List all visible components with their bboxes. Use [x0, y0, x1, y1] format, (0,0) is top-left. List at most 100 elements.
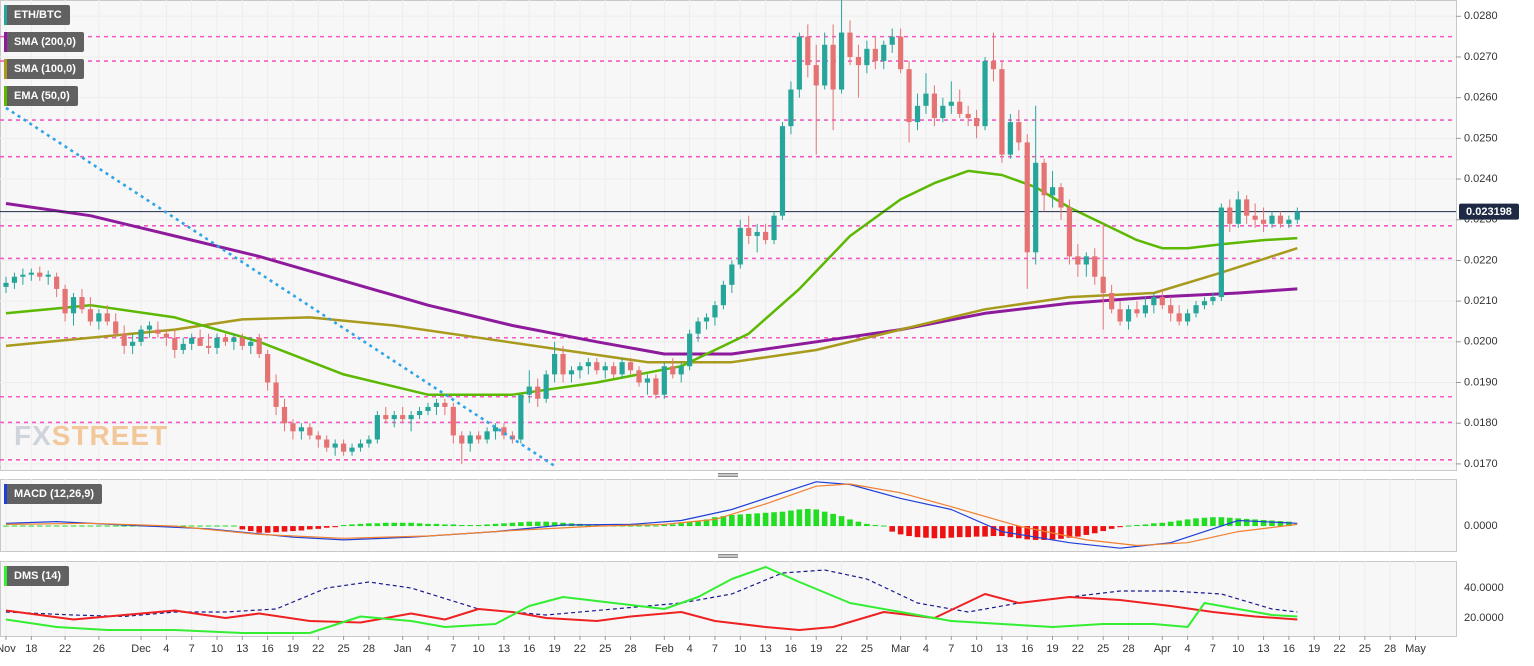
- candle-body: [990, 61, 997, 70]
- macd-histogram-bar: [906, 526, 912, 537]
- macd-histogram-bar: [205, 525, 212, 527]
- candle-body: [281, 406, 288, 424]
- macd-histogram-bar: [1007, 526, 1014, 538]
- candle-body: [805, 36, 811, 66]
- macd-histogram-bar: [686, 522, 693, 527]
- instrument-label[interactable]: ETH/BTC: [4, 5, 70, 25]
- macd-histogram-bar: [1151, 523, 1157, 527]
- candle-body: [113, 321, 119, 334]
- candle-body: [948, 101, 954, 106]
- macd-histogram-bar: [433, 523, 440, 527]
- candle-body: [678, 366, 684, 375]
- candle-body: [914, 105, 921, 123]
- macd-histogram-bar: [754, 513, 760, 527]
- macd-histogram-bar: [53, 525, 60, 527]
- candle-body: [619, 362, 625, 375]
- candle-body: [1218, 207, 1224, 298]
- candle-body: [644, 378, 651, 383]
- macd-resize-handle[interactable]: [718, 473, 738, 477]
- date-axis-label: 13: [996, 643, 1008, 655]
- macd-histogram-bar: [340, 524, 347, 527]
- macd-histogram-bar: [880, 525, 887, 527]
- candle-body: [1252, 215, 1258, 220]
- macd-histogram-bar: [357, 523, 364, 527]
- macd-histogram-bar: [366, 523, 372, 527]
- macd-histogram-bar: [889, 526, 895, 532]
- macd-histogram-bar: [442, 524, 448, 527]
- macd-histogram-bar: [501, 523, 507, 527]
- candle-body: [788, 89, 794, 127]
- candle-body: [543, 374, 549, 399]
- candle-body: [1227, 207, 1233, 224]
- candle-body: [1151, 297, 1157, 306]
- macd-histogram-bar: [1218, 517, 1225, 527]
- candle-body: [442, 402, 448, 407]
- candle-body: [526, 386, 532, 395]
- dms-legend[interactable]: DMS (14): [4, 566, 70, 586]
- macd-legend[interactable]: MACD (12,26,9): [4, 484, 103, 504]
- dms-resize-handle[interactable]: [718, 554, 738, 558]
- candle-body: [1066, 207, 1073, 257]
- candle-body: [1269, 215, 1275, 224]
- candle-body: [594, 362, 600, 371]
- date-axis-label: May: [1405, 643, 1426, 655]
- macd-histogram-bar: [1100, 526, 1106, 532]
- candle-body: [611, 366, 617, 375]
- date-axis-label: 13: [498, 643, 510, 655]
- candle-body: [703, 317, 710, 322]
- macd-histogram-bar: [112, 525, 119, 527]
- sma200-legend[interactable]: SMA (200,0): [4, 32, 84, 52]
- candle-body: [1033, 162, 1039, 253]
- macd-histogram-bar: [729, 515, 735, 527]
- macd-histogram-bar: [281, 526, 288, 532]
- candle-body: [383, 415, 389, 420]
- macd-histogram-bar: [475, 524, 482, 527]
- sma100-legend[interactable]: SMA (100,0): [4, 59, 84, 79]
- macd-swatch: [4, 484, 7, 504]
- candle-body: [265, 354, 271, 383]
- macd-histogram-bar: [247, 526, 254, 532]
- candle-body: [172, 337, 178, 350]
- macd-histogram-bar: [678, 523, 684, 527]
- candle-body: [1024, 142, 1030, 253]
- candle-body: [1049, 187, 1056, 196]
- candle-body: [307, 427, 313, 436]
- candle-body: [1083, 256, 1089, 265]
- macd-histogram-bar: [855, 521, 862, 527]
- candle-body: [754, 231, 760, 237]
- macd-histogram-bar: [838, 516, 845, 527]
- macd-histogram-bar: [1176, 520, 1182, 527]
- macd-histogram-bar: [1193, 518, 1199, 527]
- candle-body: [889, 36, 895, 45]
- candle-body: [248, 341, 254, 346]
- macd-histogram-bar: [307, 526, 313, 530]
- macd-histogram-bar: [771, 512, 777, 527]
- macd-histogram-bar: [965, 526, 971, 538]
- candle-body: [712, 305, 718, 318]
- macd-histogram-bar: [973, 526, 980, 537]
- last-price-value: 0.023198: [1466, 206, 1512, 218]
- sma200-line: [5, 202, 1298, 356]
- macd-histogram-bar: [948, 526, 955, 538]
- macd-histogram-bar: [1269, 520, 1275, 527]
- macd-histogram-bar: [956, 526, 963, 538]
- dms-di-plus-line: [5, 566, 1298, 634]
- candle-body: [661, 366, 667, 395]
- candle-body: [298, 427, 304, 432]
- macd-histogram-bar: [104, 525, 111, 527]
- ema50-legend[interactable]: EMA (50,0): [4, 86, 78, 106]
- macd-histogram-bar: [264, 526, 271, 533]
- candle-body: [1109, 292, 1115, 310]
- candle-body: [1100, 276, 1106, 293]
- date-axis-label: 10: [211, 643, 223, 655]
- macd-histogram-bar: [644, 525, 651, 527]
- macd-histogram-bar: [745, 513, 752, 527]
- macd-histogram-bar: [779, 511, 786, 527]
- candle-body: [847, 32, 853, 57]
- candle-body: [146, 325, 153, 330]
- macd-histogram-bar: [1235, 518, 1242, 527]
- candle-body: [1201, 301, 1208, 306]
- candle-body: [315, 435, 321, 440]
